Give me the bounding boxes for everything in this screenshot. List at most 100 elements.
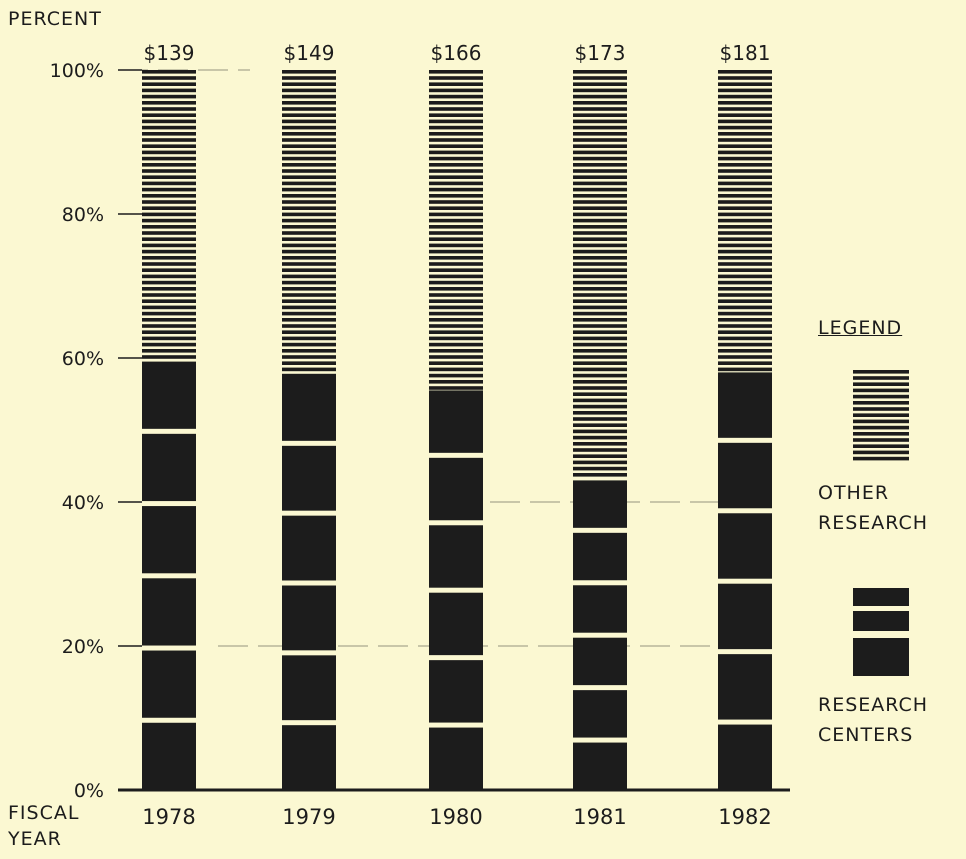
bar-segment-other-research xyxy=(718,287,772,291)
bar-segment-other-research xyxy=(282,156,336,161)
bar-segment-other-research xyxy=(718,243,772,248)
bar-segment-other-research xyxy=(429,181,483,186)
bar-segment-other-research xyxy=(573,287,627,291)
bar-segment-other-research xyxy=(429,70,483,74)
bar-segment-research-centers xyxy=(429,727,483,790)
bar-segment-other-research xyxy=(142,336,196,341)
bar-segment-research-centers xyxy=(142,506,196,574)
bar-segment-other-research xyxy=(282,342,336,347)
legend-swatch-other-research xyxy=(853,450,909,455)
bar-segment-other-research xyxy=(282,218,336,223)
bar-segment-other-research xyxy=(282,305,336,310)
bar-segment-other-research xyxy=(282,132,336,136)
bar-segment-other-research xyxy=(429,256,483,260)
bar-segment-other-research xyxy=(282,336,336,341)
bar-segment-other-research xyxy=(573,404,627,409)
bar-segment-other-research xyxy=(429,169,483,173)
bar-segment-other-research xyxy=(718,349,772,353)
bar-segment-other-research xyxy=(429,373,483,378)
bar-segment-other-research xyxy=(429,274,483,279)
bar-segment-other-research xyxy=(142,107,196,111)
bar-segment-other-research xyxy=(429,299,483,303)
bar-segment-other-research xyxy=(573,355,627,359)
bar-segment-other-research xyxy=(142,349,196,353)
bar-segment-other-research xyxy=(573,336,627,341)
bar-segment-other-research xyxy=(282,256,336,260)
bar-segment-other-research xyxy=(142,274,196,279)
bar-segment-research-centers xyxy=(282,376,336,441)
bar-segment-other-research xyxy=(142,163,196,167)
bar-segment-other-research xyxy=(573,398,627,403)
bar-segment-research-centers xyxy=(429,457,483,521)
bar-segment-other-research xyxy=(429,305,483,310)
bar-segment-other-research xyxy=(282,287,336,291)
bar-segment-other-research xyxy=(718,268,772,272)
x-axis-title-line2: YEAR xyxy=(8,828,62,850)
bar-segment-other-research xyxy=(573,274,627,279)
bar-segment-other-research xyxy=(429,280,483,285)
bar-segment-other-research xyxy=(573,423,627,427)
bar-segment-other-research xyxy=(429,311,483,316)
bar-segment-other-research xyxy=(573,342,627,347)
legend-swatch-other-research xyxy=(853,444,909,448)
bar-segment-other-research xyxy=(573,318,627,322)
bar-segment-other-research xyxy=(718,212,772,217)
bar-segment-other-research xyxy=(282,262,336,266)
bar-segment-other-research xyxy=(282,169,336,173)
y-tick-label: 80% xyxy=(62,204,104,226)
bar-segment-other-research xyxy=(282,138,336,142)
legend-title: LEGEND xyxy=(818,317,903,339)
bar-segment-other-research xyxy=(573,194,627,198)
bar-segment-other-research xyxy=(142,280,196,285)
bar-segment-other-research xyxy=(718,311,772,316)
legend-label-research-centers: RESEARCH CENTERS xyxy=(818,690,928,750)
legend-label-other-line1: OTHER xyxy=(818,482,890,504)
bar-segment-other-research xyxy=(142,175,196,179)
bar-segment-research-centers xyxy=(282,445,336,511)
legend-swatch-other-research xyxy=(853,401,909,405)
bar-segment-other-research xyxy=(429,293,483,297)
bar-segment-other-research xyxy=(718,163,772,167)
bar-segment-other-research xyxy=(573,212,627,217)
bar-total-label: $166 xyxy=(431,41,482,65)
bar-segment-other-research xyxy=(142,101,196,105)
bar-segment-other-research xyxy=(429,150,483,155)
bar-segment-other-research xyxy=(142,256,196,260)
legend-swatch-other-research xyxy=(853,407,909,411)
bar-segment-other-research xyxy=(429,144,483,148)
bar-segment-other-research xyxy=(282,94,336,99)
bar-total-label: $181 xyxy=(720,41,771,65)
bar-segment-other-research xyxy=(142,206,196,210)
bar-segment-other-research xyxy=(142,237,196,241)
bar-segment-other-research xyxy=(429,101,483,105)
bar-segment-other-research xyxy=(573,175,627,179)
legend-swatch-other-research xyxy=(853,419,909,424)
bar-segment-other-research xyxy=(718,274,772,279)
bar-segment-other-research xyxy=(718,88,772,93)
bar-segment-other-research xyxy=(142,76,196,80)
bar-segment-other-research xyxy=(573,349,627,353)
bar-segment-other-research xyxy=(573,107,627,111)
bar-segment-other-research xyxy=(142,70,196,74)
bar-segment-other-research xyxy=(282,187,336,192)
bar-segment-other-research xyxy=(142,324,196,328)
bar-segment-other-research xyxy=(142,330,196,334)
bar-segment-other-research xyxy=(429,243,483,248)
bar-segment-other-research xyxy=(429,125,483,130)
bar-segment-other-research xyxy=(429,361,483,365)
bar-segment-research-centers xyxy=(282,585,336,651)
bar-segment-research-centers xyxy=(573,532,627,581)
bar-segment-other-research xyxy=(142,249,196,254)
bar-segment-other-research xyxy=(142,268,196,272)
bar-segment-other-research xyxy=(573,101,627,105)
bar-segment-other-research xyxy=(718,169,772,173)
bar-segment-other-research xyxy=(142,218,196,223)
x-tick-label: 1978 xyxy=(142,805,195,829)
bar-segment-other-research xyxy=(429,249,483,254)
bar-segment-other-research xyxy=(718,318,772,322)
bar-segment-other-research xyxy=(142,311,196,316)
bar-segment-other-research xyxy=(142,200,196,204)
bar-segment-research-centers xyxy=(573,690,627,738)
bar-segment-other-research xyxy=(429,218,483,223)
